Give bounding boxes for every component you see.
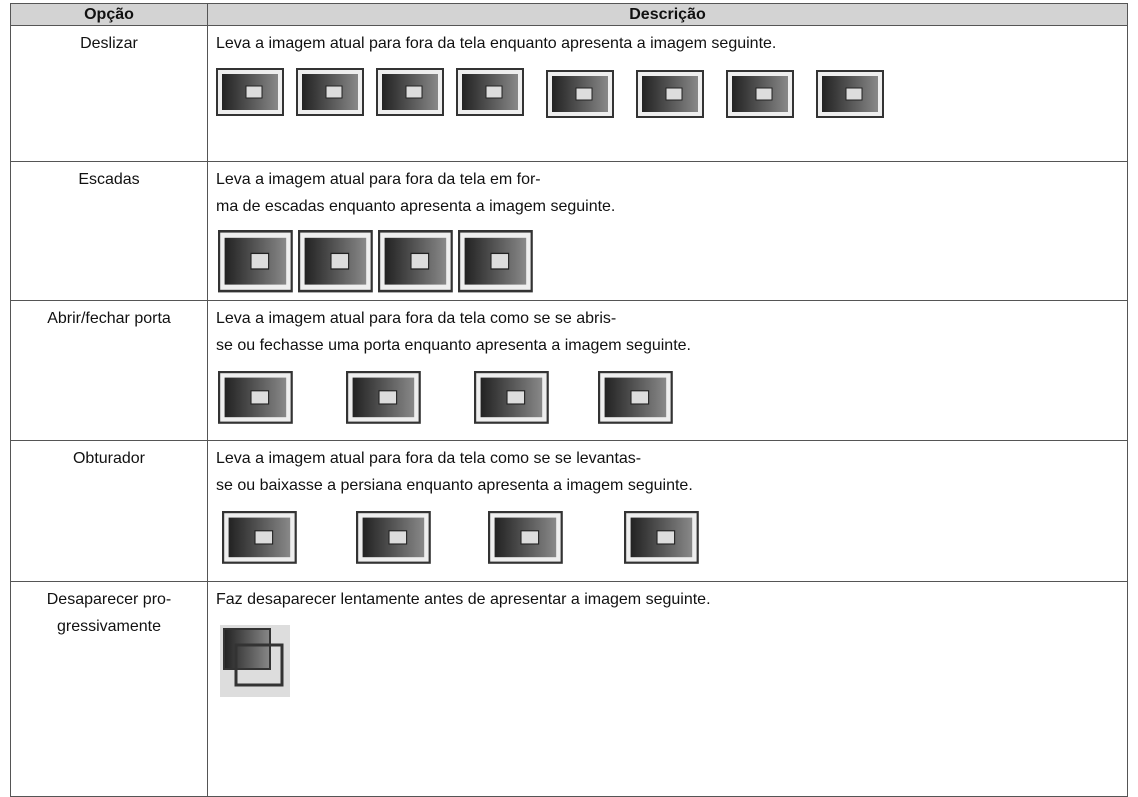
option-line: Desaparecer pro-	[46, 591, 172, 608]
effect-icons	[216, 68, 884, 118]
description-cell: Faz desaparecer lentamente antes de apre…	[207, 581, 1128, 797]
option: Escadas	[78, 171, 140, 188]
description-line: Leva a imagem atual para fora da tela em…	[216, 171, 541, 188]
effect-icons	[222, 510, 699, 564]
effect-icons	[218, 371, 673, 424]
description-line: ma de escadas enquanto apresenta a image…	[216, 198, 616, 215]
option-cell: Obturador	[10, 440, 208, 582]
option-cell: Deslizar	[10, 25, 208, 162]
row: Escadas Leva a imagem atual para fora da…	[10, 161, 1128, 301]
header-cell: Descrição	[207, 3, 1128, 26]
description-line: Leva a imagem atual para fora da tela co…	[216, 310, 617, 327]
option: Obturador	[72, 450, 146, 467]
description-cell: Leva a imagem atual para fora da tela co…	[207, 440, 1128, 582]
options-table: Opção Descrição Deslizar Leva a imagem a…	[10, 3, 1128, 797]
header-cell: Opção	[10, 3, 208, 26]
description: Leva a imagem atual para fora da tela en…	[216, 35, 777, 52]
row: Desaparecer pro- gressivamente Faz desap…	[10, 581, 1128, 797]
option: Abrir/fechar porta	[47, 310, 171, 327]
description-cell: Leva a imagem atual para fora da tela en…	[207, 25, 1128, 162]
option-cell: Desaparecer pro- gressivamente	[10, 581, 208, 797]
description-line: se ou baixasse a persiana enquanto apres…	[216, 477, 693, 494]
effect-icons	[217, 230, 534, 293]
row: Deslizar Leva a imagem atual para fora d…	[10, 25, 1128, 162]
header-row: Opção Descrição	[10, 3, 1128, 26]
option-cell: Escadas	[10, 161, 208, 301]
option: Deslizar	[80, 35, 138, 52]
effect-icon	[220, 625, 290, 697]
option-cell: Abrir/fechar porta	[10, 300, 208, 441]
description: Faz desaparecer lentamente antes de apre…	[216, 591, 711, 608]
description-cell: Leva a imagem atual para fora da tela em…	[207, 161, 1128, 301]
description-line: se ou fechasse uma porta enquanto aprese…	[216, 337, 691, 354]
row: Abrir/fechar porta Leva a imagem atual p…	[10, 300, 1128, 441]
description-line: Leva a imagem atual para fora da tela co…	[216, 450, 642, 467]
row: Obturador Leva a imagem atual para fora …	[10, 440, 1128, 582]
option-line: gressivamente	[56, 618, 162, 635]
description-cell: Leva a imagem atual para fora da tela co…	[207, 300, 1128, 441]
